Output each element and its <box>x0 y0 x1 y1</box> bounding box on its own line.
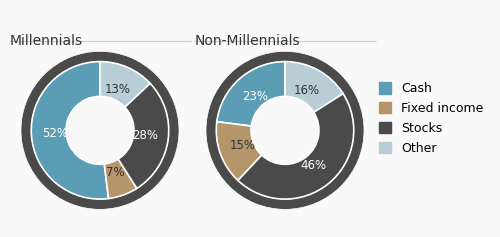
Wedge shape <box>104 159 137 199</box>
Text: 7%: 7% <box>106 166 124 179</box>
Wedge shape <box>118 83 168 188</box>
Text: 23%: 23% <box>242 90 268 103</box>
Wedge shape <box>238 94 354 199</box>
Text: 46%: 46% <box>300 159 327 172</box>
Text: 15%: 15% <box>230 139 256 152</box>
Text: 13%: 13% <box>105 82 131 96</box>
Wedge shape <box>216 122 262 180</box>
Legend: Cash, Fixed income, Stocks, Other: Cash, Fixed income, Stocks, Other <box>374 77 489 160</box>
Text: Millennials: Millennials <box>9 34 83 48</box>
Wedge shape <box>21 51 179 209</box>
Wedge shape <box>285 62 343 112</box>
Text: 28%: 28% <box>132 129 158 142</box>
Wedge shape <box>32 62 108 199</box>
Wedge shape <box>217 62 285 126</box>
Text: 16%: 16% <box>294 84 320 97</box>
Wedge shape <box>206 51 364 209</box>
Text: Non-Millennials: Non-Millennials <box>194 34 300 48</box>
Wedge shape <box>100 62 150 107</box>
Text: 52%: 52% <box>42 127 68 140</box>
